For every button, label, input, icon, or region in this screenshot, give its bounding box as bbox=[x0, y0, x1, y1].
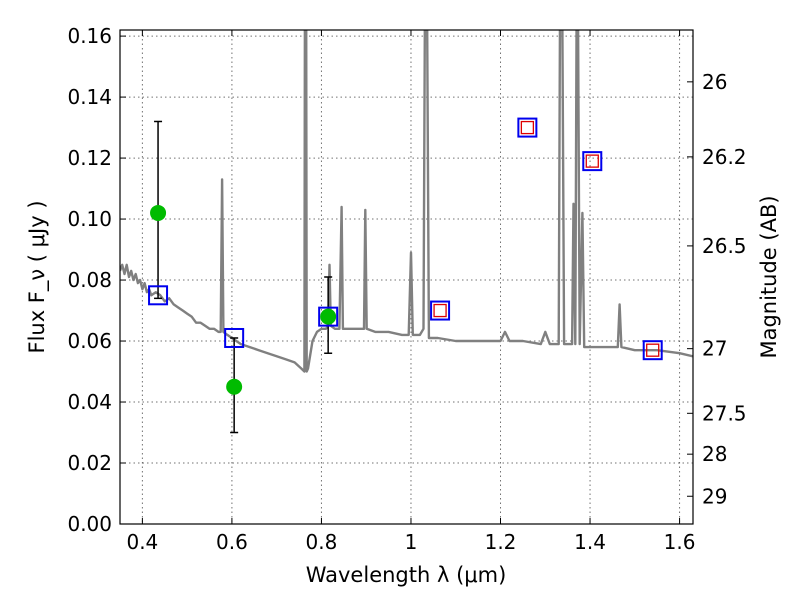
y-tick-label: 0.00 bbox=[67, 512, 112, 536]
x-tick-label: 1.2 bbox=[485, 530, 517, 554]
model-spectrum-line bbox=[120, 30, 693, 373]
right-tick-label: 27 bbox=[702, 337, 727, 361]
y-tick-label: 0.06 bbox=[67, 329, 112, 353]
x-tick-label: 0.6 bbox=[216, 530, 248, 554]
y-tick-label: 0.04 bbox=[67, 390, 112, 414]
model-band-flux-marker bbox=[517, 117, 538, 138]
right-tick-label: 27.5 bbox=[702, 401, 747, 425]
y-tick-label: 0.02 bbox=[67, 451, 112, 475]
data-layer bbox=[120, 30, 693, 434]
right-tick-label: 26.2 bbox=[702, 145, 747, 169]
grid-lines bbox=[120, 30, 693, 525]
y-tick-label: 0.14 bbox=[67, 85, 112, 109]
x-tick-label: 0.4 bbox=[126, 530, 158, 554]
observed-flux-point bbox=[226, 378, 243, 395]
observed-flux-point bbox=[150, 204, 167, 221]
right-tick-label: 29 bbox=[702, 484, 727, 508]
right-tick-label: 26.5 bbox=[702, 234, 747, 258]
ticks: 0.4 0.6 0.8 1 1.2 1.4 1.6 0.00 0.02 0.04 0.06 0.08 0… bbox=[67, 24, 746, 554]
upper-limit-marker bbox=[433, 303, 447, 318]
right-tick-label: 28 bbox=[702, 442, 727, 466]
y-axis-label: Flux F_ν ( μJy ) bbox=[25, 200, 50, 353]
x-tick-label: 1.4 bbox=[574, 530, 606, 554]
x-tick-label: 1.6 bbox=[664, 530, 696, 554]
y-tick-label: 0.10 bbox=[67, 207, 112, 231]
right-tick-label: 26 bbox=[702, 70, 727, 94]
upper-limit-marker bbox=[646, 343, 660, 357]
upper-limit-marker bbox=[585, 154, 599, 168]
plot-frame bbox=[119, 29, 694, 525]
observed-flux-point bbox=[320, 308, 337, 325]
y-tick-label: 0.08 bbox=[67, 268, 112, 292]
model-band-flux-marker bbox=[148, 285, 169, 306]
y-axis-right-label: Magnitude (AB) bbox=[757, 195, 781, 358]
model-band-flux-marker bbox=[642, 340, 663, 361]
upper-limit-marker bbox=[520, 120, 535, 135]
model-band-flux-marker bbox=[430, 300, 451, 321]
model-band-flux-marker bbox=[224, 327, 245, 348]
model-band-flux-marker bbox=[318, 306, 339, 327]
y-tick-label: 0.12 bbox=[67, 146, 112, 170]
y-tick-label: 0.16 bbox=[67, 24, 112, 48]
x-tick-label: 1 bbox=[405, 530, 418, 554]
x-tick-label: 0.8 bbox=[306, 530, 338, 554]
model-band-flux-marker bbox=[582, 151, 603, 172]
x-axis-label: Wavelength λ (μm) bbox=[306, 563, 507, 587]
